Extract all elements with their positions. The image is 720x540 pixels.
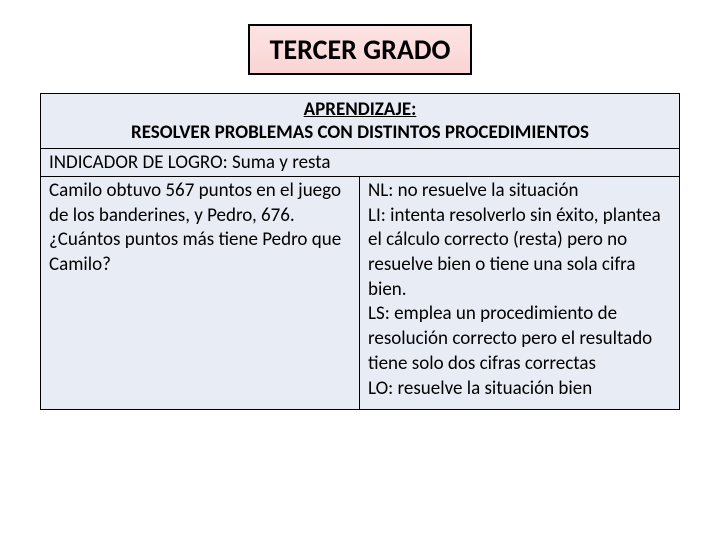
title-box: TERCER GRADO xyxy=(248,24,473,75)
rubric-table: APRENDIZAJE: RESOLVER PROBLEMAS CON DIST… xyxy=(40,93,680,410)
table-header: APRENDIZAJE: RESOLVER PROBLEMAS CON DIST… xyxy=(41,94,679,149)
indicator-row: INDICADOR DE LOGRO: Suma y resta xyxy=(41,149,679,177)
header-line-2: RESOLVER PROBLEMAS CON DISTINTOS PROCEDI… xyxy=(49,121,671,144)
page-title: TERCER GRADO xyxy=(270,32,451,67)
problem-cell: Camilo obtuvo 567 puntos en el juego de … xyxy=(41,177,360,409)
levels-cell: NL: no resuelve la situaciónLI: intenta … xyxy=(360,177,679,409)
header-line-1: APRENDIZAJE: xyxy=(49,98,671,121)
content-row: Camilo obtuvo 567 puntos en el juego de … xyxy=(41,177,679,409)
